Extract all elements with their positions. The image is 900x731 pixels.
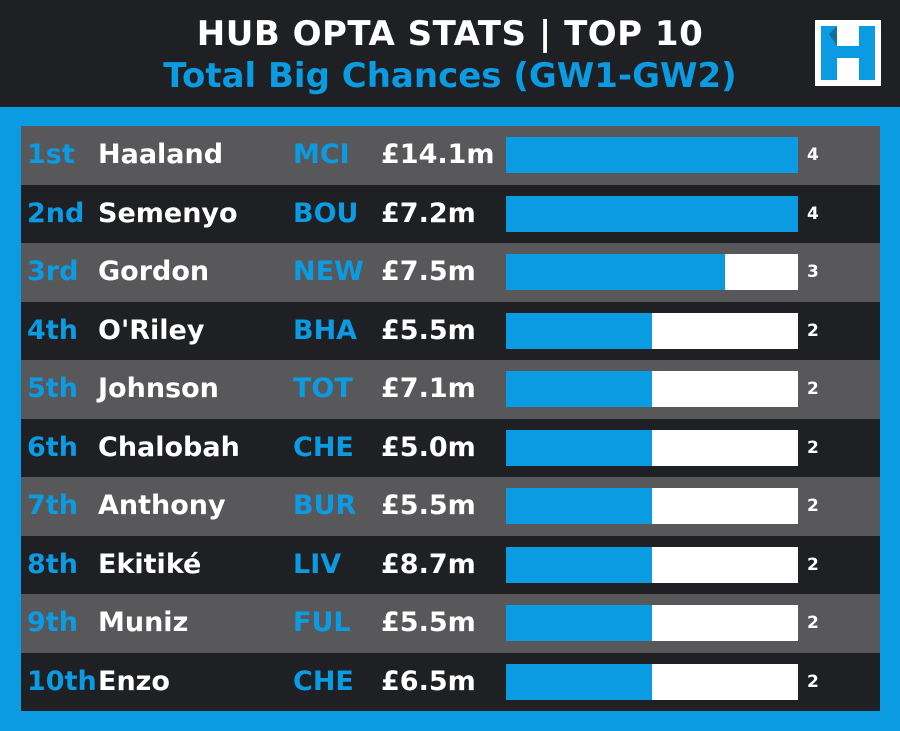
bar-track [506,546,798,583]
rank-label: 9th [27,607,78,638]
table-row: 7th Anthony BUR £5.5m 2 [21,477,880,536]
bar-track [506,137,798,173]
rank-label: 7th [27,490,78,521]
team-code: BHA [293,314,358,346]
rank-label: 10th [27,665,97,697]
table-row: 1st Haaland MCI £14.1m 4 [21,126,880,185]
player-name: Haaland [98,139,224,170]
bar-track [506,429,798,466]
player-price: £5.5m [381,314,476,346]
player-price: £5.5m [381,490,476,521]
data-label: 3 [807,262,819,282]
team-code: FUL [293,607,351,638]
player-price: £8.7m [381,548,476,580]
bar-track [506,605,798,641]
header: HUB OPTA STATS | TOP 10 Total Big Chance… [0,0,900,107]
rank-label: 6th [27,431,78,463]
team-code: LIV [293,548,342,580]
player-name: Anthony [98,490,226,521]
team-code: CHE [293,431,354,463]
table-row: 9th Muniz FUL £5.5m 2 [21,594,880,653]
bar [506,663,652,700]
bar [506,488,652,524]
hub-logo-icon [815,20,881,86]
bar-track [506,663,798,700]
player-price: £7.5m [381,256,476,287]
bar [506,429,652,466]
data-label: 2 [807,320,819,341]
team-code: BUR [293,490,357,521]
player-name: O'Riley [98,314,205,346]
player-price: £7.1m [381,373,476,404]
data-label: 2 [807,554,819,575]
table-row: 2nd Semenyo BOU £7.2m 4 [21,184,880,243]
team-code: MCI [293,139,350,170]
player-name: Gordon [98,256,210,287]
bar [506,312,652,349]
rank-label: 1st [27,139,75,170]
player-price: £5.0m [381,431,476,463]
player-name: Chalobah [98,431,240,463]
bar [506,371,652,407]
rank-label: 5th [27,373,78,404]
data-label: 2 [807,613,819,633]
player-name: Semenyo [98,197,238,229]
bar [506,254,725,290]
bar-track [506,195,798,232]
player-price: £14.1m [381,139,495,170]
rank-label: 8th [27,548,78,580]
ranking-table: 1st Haaland MCI £14.1m 4 2nd Semenyo BOU £7.2m 4 3… [21,126,880,711]
team-code: TOT [293,373,353,404]
player-name: Ekitiké [98,548,202,580]
table-row: 10th Enzo CHE £6.5m 2 [21,652,880,711]
player-price: £6.5m [381,665,476,697]
table-row: 5th Johnson TOT £7.1m 2 [21,360,880,419]
data-label: 4 [807,203,819,224]
bar-track [506,488,798,524]
bar [506,605,652,641]
data-label: 4 [807,145,819,165]
bar [506,137,798,173]
player-price: £7.2m [381,197,476,229]
bar-track [506,254,798,290]
chart-subtitle: Total Big Chances (GW1-GW2) [163,56,737,96]
player-name: Muniz [98,607,189,638]
bar [506,546,652,583]
table-row: 6th Chalobah CHE £5.0m 2 [21,418,880,477]
table-row: 3rd Gordon NEW £7.5m 3 [21,243,880,302]
bar-track [506,312,798,349]
table-row: 8th Ekitiké LIV £8.7m 2 [21,535,880,594]
bar-track [506,371,798,407]
chart-title: HUB OPTA STATS | TOP 10 [196,14,704,54]
rank-label: 3rd [27,256,79,287]
data-label: 2 [807,379,819,399]
table-row: 4th O'Riley BHA £5.5m 2 [21,301,880,360]
rank-label: 2nd [27,197,85,229]
player-name: Johnson [98,373,219,404]
player-name: Enzo [98,665,170,697]
data-label: 2 [807,437,819,458]
team-code: CHE [293,665,354,697]
bar [506,195,798,232]
team-code: BOU [293,197,359,229]
rank-label: 4th [27,314,78,346]
data-label: 2 [807,496,819,516]
team-code: NEW [293,256,364,287]
data-label: 2 [807,671,819,692]
player-price: £5.5m [381,607,476,638]
